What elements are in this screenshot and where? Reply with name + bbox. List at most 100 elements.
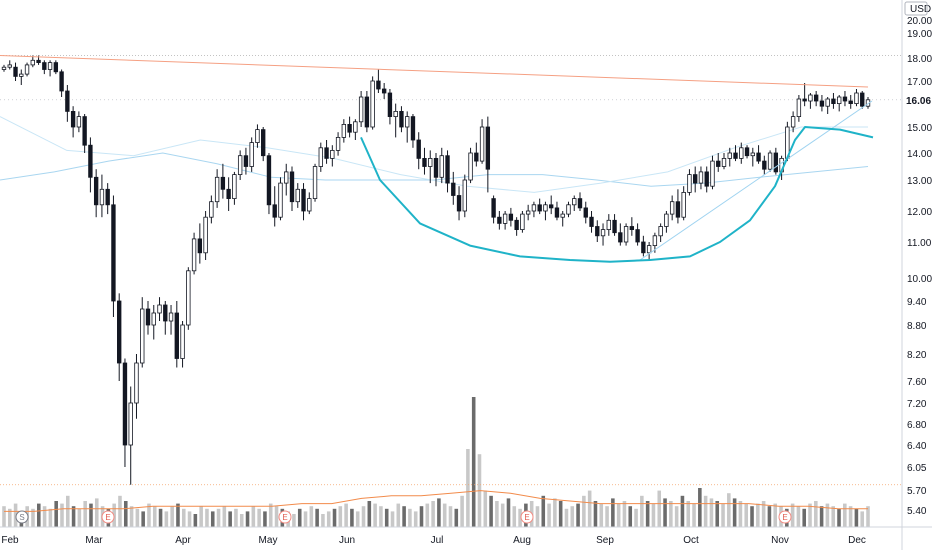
candle-down[interactable]: [381, 88, 387, 94]
candle-up[interactable]: [76, 116, 82, 128]
candle-up[interactable]: [157, 304, 162, 314]
candle-down[interactable]: [860, 92, 865, 107]
candle-down[interactable]: [485, 126, 491, 170]
earnings-event-marker[interactable]: [520, 510, 534, 524]
candle-layer[interactable]: [1, 55, 871, 485]
candle-down[interactable]: [410, 116, 416, 141]
candle-up[interactable]: [330, 149, 335, 159]
candle-up[interactable]: [698, 171, 704, 184]
candle-up[interactable]: [255, 129, 260, 144]
candle-up[interactable]: [278, 182, 283, 218]
candle-down[interactable]: [704, 171, 709, 187]
candle-down[interactable]: [289, 171, 295, 203]
candle-up[interactable]: [837, 96, 842, 104]
candle-down[interactable]: [819, 100, 825, 107]
candle-down[interactable]: [117, 300, 122, 364]
candle-down[interactable]: [537, 204, 542, 212]
candle-down[interactable]: [554, 207, 560, 218]
candle-up[interactable]: [854, 92, 859, 104]
candle-up[interactable]: [237, 155, 243, 175]
candle-up[interactable]: [19, 73, 24, 77]
candle-down[interactable]: [497, 216, 502, 224]
candle-down[interactable]: [65, 90, 70, 112]
candle-down[interactable]: [88, 144, 93, 178]
candle-down[interactable]: [848, 100, 853, 104]
candle-up[interactable]: [128, 402, 133, 446]
candle-up[interactable]: [1, 66, 7, 70]
candle-up[interactable]: [572, 198, 577, 206]
candle-down[interactable]: [266, 155, 272, 206]
candle-down[interactable]: [324, 147, 329, 159]
candle-up[interactable]: [525, 210, 531, 215]
candle-up[interactable]: [370, 80, 375, 128]
candle-up[interactable]: [658, 226, 663, 237]
candle-up[interactable]: [606, 219, 611, 231]
candle-up[interactable]: [681, 191, 686, 218]
candle-up[interactable]: [209, 201, 214, 218]
candle-down[interactable]: [261, 129, 266, 157]
candle-down[interactable]: [422, 157, 427, 167]
candle-down[interactable]: [301, 188, 306, 212]
candle-down[interactable]: [802, 98, 807, 102]
candle-down[interactable]: [70, 111, 76, 128]
candle-down[interactable]: [220, 176, 226, 190]
candle-up[interactable]: [358, 96, 364, 123]
candle-up[interactable]: [560, 213, 565, 218]
cup-and-handle-curve[interactable]: [360, 126, 874, 263]
candle-up[interactable]: [134, 362, 139, 404]
candle-down[interactable]: [451, 182, 456, 196]
candle-down[interactable]: [635, 229, 640, 243]
candle-down[interactable]: [105, 188, 110, 206]
candle-down[interactable]: [842, 96, 848, 102]
candle-up[interactable]: [214, 176, 220, 203]
candle-down[interactable]: [42, 62, 47, 70]
candle-down[interactable]: [145, 308, 151, 326]
candle-up[interactable]: [825, 98, 830, 107]
candle-down[interactable]: [508, 213, 514, 221]
drawing-layer[interactable]: [0, 55, 902, 486]
candle-up[interactable]: [47, 62, 53, 70]
candle-down[interactable]: [514, 219, 519, 231]
candle-up[interactable]: [669, 201, 675, 215]
candle-up[interactable]: [721, 157, 727, 167]
candle-down[interactable]: [445, 155, 450, 184]
candle-down[interactable]: [376, 80, 381, 90]
candle-down[interactable]: [387, 92, 393, 118]
candle-up[interactable]: [168, 312, 174, 322]
candle-up[interactable]: [531, 204, 537, 212]
candle-up[interactable]: [232, 174, 237, 200]
candle-up[interactable]: [428, 157, 433, 167]
candle-down[interactable]: [416, 139, 421, 159]
candle-up[interactable]: [727, 152, 732, 159]
candle-up[interactable]: [186, 270, 191, 326]
rising-trendline[interactable]: [639, 100, 873, 261]
candle-up[interactable]: [687, 174, 692, 193]
candle-up[interactable]: [646, 245, 652, 254]
candle-up[interactable]: [249, 142, 254, 167]
candle-down[interactable]: [82, 116, 87, 146]
candle-down[interactable]: [122, 362, 128, 446]
candle-up[interactable]: [520, 213, 525, 231]
candle-up[interactable]: [566, 204, 571, 215]
candle-down[interactable]: [641, 241, 646, 254]
candle-down[interactable]: [577, 198, 583, 209]
candle-up[interactable]: [203, 216, 208, 254]
candle-down[interactable]: [243, 155, 249, 167]
candle-up[interactable]: [796, 98, 802, 118]
candle-down[interactable]: [399, 111, 404, 128]
candle-up[interactable]: [30, 59, 35, 66]
candle-down[interactable]: [733, 152, 738, 159]
candle-down[interactable]: [272, 204, 277, 218]
candle-down[interactable]: [831, 98, 836, 104]
candle-down[interactable]: [629, 226, 635, 230]
candle-up[interactable]: [284, 171, 289, 184]
candle-down[interactable]: [595, 226, 600, 237]
candle-up[interactable]: [479, 126, 485, 162]
candle-up[interactable]: [502, 213, 508, 224]
candle-down[interactable]: [756, 152, 761, 162]
candle-up[interactable]: [623, 226, 629, 243]
candle-up[interactable]: [191, 238, 197, 272]
